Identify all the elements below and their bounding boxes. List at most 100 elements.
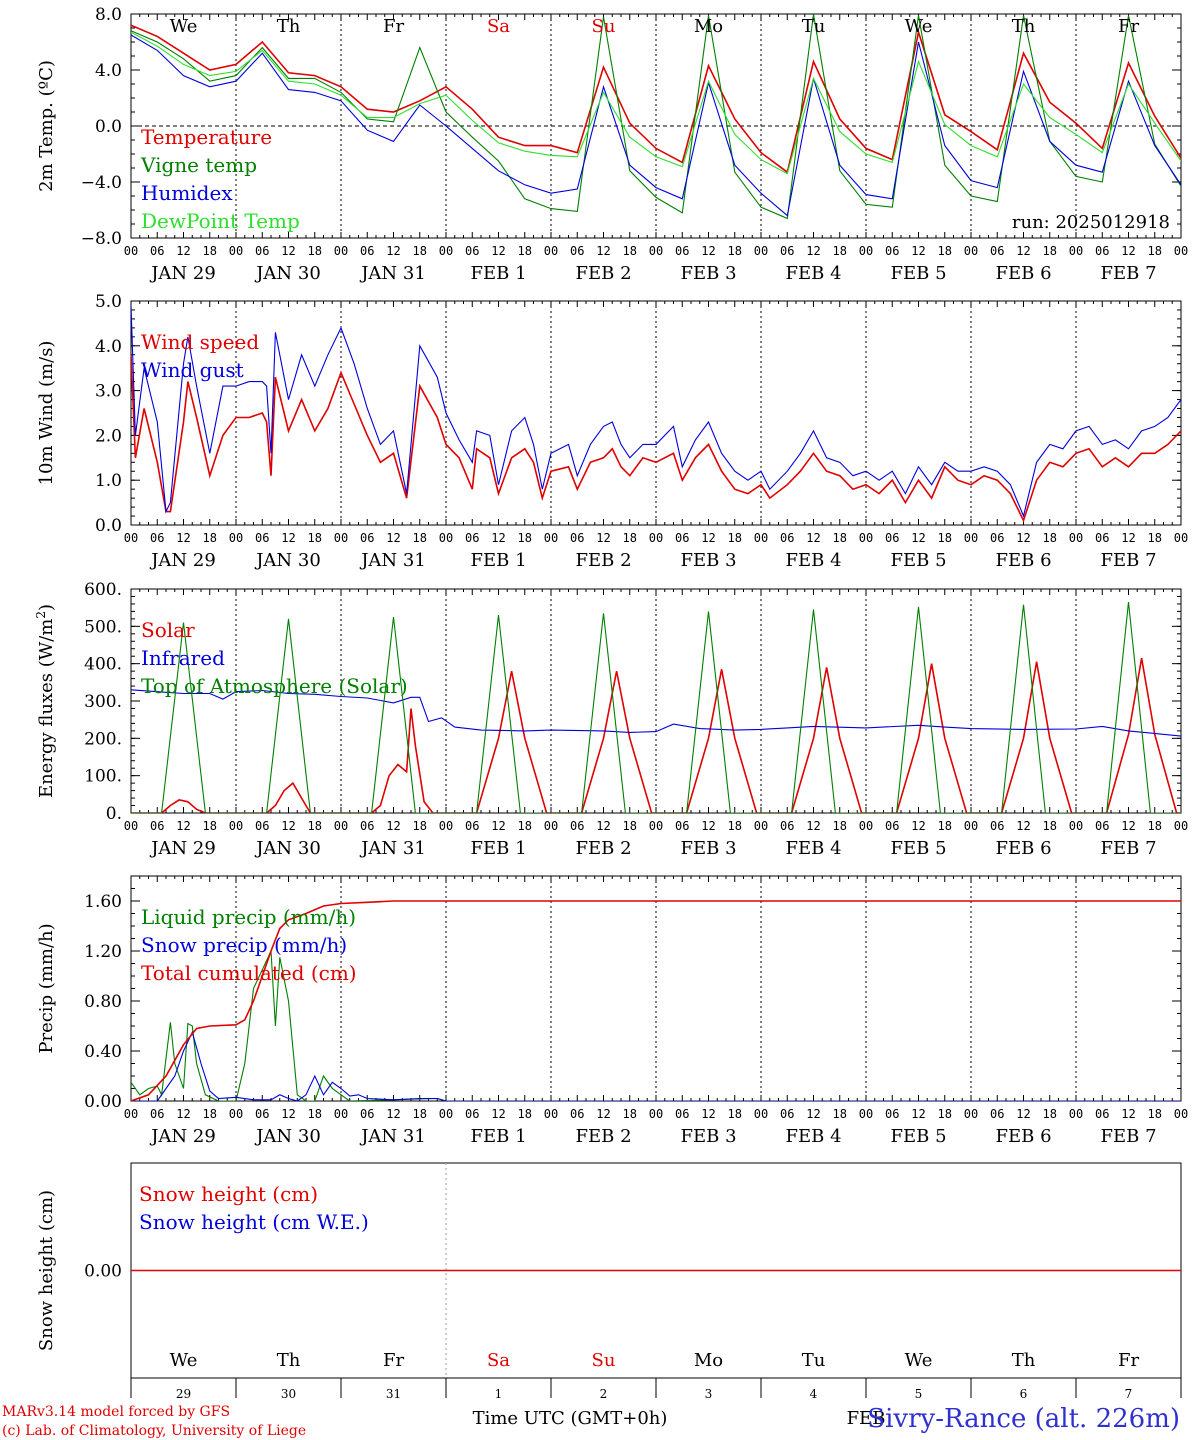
bottom-day-number: 7 [1125,1387,1133,1401]
hour-tick-label: 18 [308,1107,322,1121]
y-tick-label: 600. [84,580,122,600]
hour-tick-label: 06 [150,531,164,545]
panel-2: 00 06 12 18 00 06 12 18 00 06 12 18 00 06 12 18 00 06 12 18… [36,292,1188,571]
hour-tick-label: 12 [701,244,715,258]
hour-tick-label: 12 [596,244,610,258]
date-label: FEB 7 [1100,838,1156,859]
bottom-day-label: Fr [1118,1350,1139,1371]
hour-tick-label: 06 [675,1107,689,1121]
bottom-day-number: 4 [810,1387,818,1401]
bottom-day-number: 5 [915,1387,923,1401]
hour-tick-label: 06 [885,244,899,258]
hour-tick-label: 18 [203,1107,217,1121]
bottom-day-label: Mo [694,1350,723,1371]
hour-tick-label: 00 [649,531,663,545]
date-label: FEB 2 [575,263,631,284]
hour-tick-label: 06 [1095,531,1109,545]
date-label: JAN 30 [254,550,321,571]
month-label: FEB [847,1408,886,1429]
hour-tick-label: 06 [360,819,374,833]
hour-tick-label: 12 [1121,819,1135,833]
hour-tick-label: 06 [150,819,164,833]
legend-entry: DewPoint Temp [141,209,300,233]
hour-tick-label: 12 [701,531,715,545]
hour-tick-label: 18 [728,531,742,545]
hour-tick-label: 18 [518,531,532,545]
hour-tick-label: 00 [1069,1107,1083,1121]
hour-tick-label: 00 [334,1107,348,1121]
date-label: FEB 1 [470,1126,526,1147]
hour-tick-label: 18 [938,819,952,833]
hour-tick-label: 00 [334,819,348,833]
hour-tick-label: 18 [1043,819,1057,833]
date-label: JAN 31 [359,263,426,284]
date-label: JAN 29 [149,550,216,571]
hour-tick-label: 00 [1174,1107,1188,1121]
bottom-day-number: 29 [176,1387,191,1401]
y-tick-label: 4.0 [95,61,122,81]
date-label: FEB 4 [785,550,841,571]
legend-entry: Humidex [141,181,233,205]
hour-tick-label: 06 [570,244,584,258]
hour-tick-label: 00 [1069,531,1083,545]
hour-tick-label: 18 [938,1107,952,1121]
day-of-week-label: Th [277,16,301,37]
hour-tick-label: 06 [150,1107,164,1121]
hour-tick-label: 18 [833,531,847,545]
date-label: FEB 2 [575,550,631,571]
bottom-day-number: 30 [281,1387,296,1401]
hour-tick-label: 00 [1174,531,1188,545]
lab-credit: (c) Lab. of Climatology, University of L… [2,1423,306,1439]
day-of-week-label: Su [592,16,616,37]
legend-entry: Snow height (cm) [139,1182,318,1206]
date-label: FEB 5 [890,838,946,859]
y-axis-title-sup: 2 [34,611,48,619]
bottom-day-number: 1 [495,1387,503,1401]
hour-tick-label: 18 [1148,819,1162,833]
hour-tick-label: 00 [1069,819,1083,833]
hour-tick-label: 06 [990,1107,1004,1121]
bottom-day-label: Th [277,1350,301,1371]
hour-tick-label: 06 [255,531,269,545]
hour-tick-label: 06 [465,244,479,258]
series-line-total-cumulated-cm- [131,900,1181,1101]
hour-tick-label: 12 [1121,1107,1135,1121]
date-label: JAN 29 [149,1126,216,1147]
legend-entry: Wind speed [141,330,259,354]
date-label: FEB 4 [785,838,841,859]
hour-tick-label: 00 [544,531,558,545]
hour-tick-label: 18 [728,819,742,833]
hour-tick-label: 18 [1043,531,1057,545]
hour-tick-label: 12 [701,1107,715,1121]
hour-tick-label: 12 [1121,244,1135,258]
hour-tick-label: 06 [255,244,269,258]
y-tick-label: 0.00 [84,1262,122,1282]
date-label: FEB 6 [995,1126,1051,1147]
day-of-week-label: Sa [487,16,510,37]
hour-tick-label: 00 [124,531,138,545]
hour-tick-label: 06 [360,1107,374,1121]
hour-tick-label: 06 [1095,1107,1109,1121]
legend-entry: Solar [141,618,195,642]
hour-tick-label: 12 [911,1107,925,1121]
hour-tick-label: 06 [570,819,584,833]
legend-entry: Wind gust [141,358,244,382]
y-tick-label: 0.0 [95,516,122,536]
hour-tick-label: 00 [754,819,768,833]
date-label: FEB 5 [890,1126,946,1147]
legend-entry: Temperature [141,125,272,149]
hour-tick-label: 18 [1148,531,1162,545]
hour-tick-label: 18 [413,819,427,833]
hour-tick-label: 00 [859,819,873,833]
hour-tick-label: 06 [990,819,1004,833]
date-label: JAN 31 [359,550,426,571]
date-label: FEB 1 [470,550,526,571]
date-label: JAN 31 [359,838,426,859]
hour-tick-label: 18 [623,819,637,833]
model-credit: MARv3.14 model forced by GFS [2,1404,230,1420]
hour-tick-label: 06 [570,531,584,545]
hour-tick-label: 06 [885,1107,899,1121]
y-tick-label: 1.20 [84,942,122,962]
date-label: JAN 29 [149,263,216,284]
legend-entry: Infrared [141,646,225,670]
